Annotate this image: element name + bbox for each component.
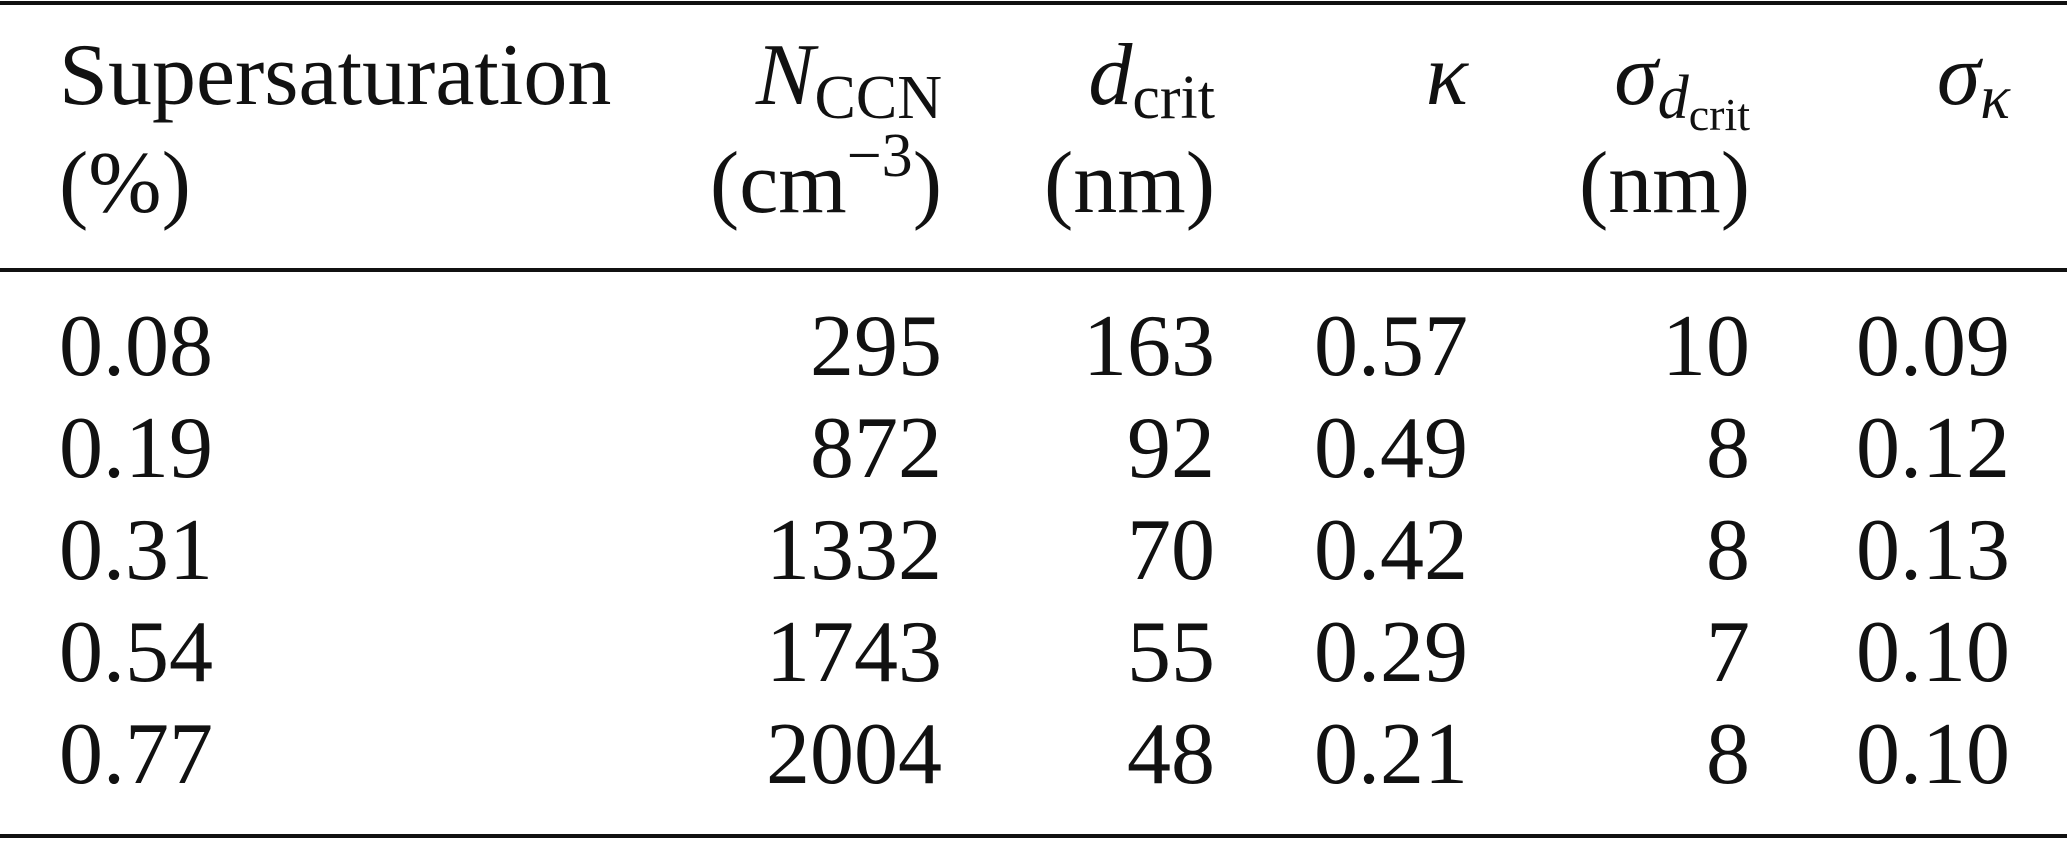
header-cell: κ bbox=[1426, 27, 1470, 124]
cell: 10 bbox=[1662, 298, 1750, 395]
cell: 8 bbox=[1706, 502, 1750, 599]
cell: 0.10 bbox=[1856, 706, 2010, 803]
cell: 0.09 bbox=[1856, 298, 2010, 395]
cell: 0.42 bbox=[1314, 502, 1468, 599]
cell: 0.29 bbox=[1314, 604, 1468, 701]
cell: 0.77 bbox=[59, 706, 213, 803]
cell: 1332 bbox=[766, 502, 942, 599]
cell: 1743 bbox=[766, 604, 942, 701]
cell: 0.10 bbox=[1856, 604, 2010, 701]
unit: (cm bbox=[710, 135, 847, 232]
header-unit: (cm−3) bbox=[710, 122, 942, 232]
subscript: d bbox=[1658, 64, 1690, 132]
subscript: κ bbox=[1980, 64, 2011, 132]
symbol: d bbox=[1088, 27, 1133, 124]
cell: 8 bbox=[1706, 400, 1750, 497]
cell: 7 bbox=[1706, 604, 1750, 701]
cell: 872 bbox=[810, 400, 942, 497]
cell: 0.31 bbox=[59, 502, 213, 599]
cell: 70 bbox=[1127, 502, 1215, 599]
cell: 92 bbox=[1127, 400, 1215, 497]
cell: 0.49 bbox=[1314, 400, 1468, 497]
subscript: crit bbox=[1132, 64, 1215, 132]
subsubscript: crit bbox=[1689, 89, 1751, 140]
header-cell: σdcrit bbox=[1614, 27, 1750, 140]
cell: 0.19 bbox=[59, 400, 213, 497]
cell: 0.08 bbox=[59, 298, 213, 395]
cell: 0.13 bbox=[1856, 502, 2010, 599]
subscript: CCN bbox=[815, 64, 942, 132]
cell: 55 bbox=[1127, 604, 1215, 701]
cell: 0.12 bbox=[1856, 400, 2010, 497]
cell: 0.21 bbox=[1314, 706, 1468, 803]
header-cell: NCCN bbox=[755, 27, 942, 132]
unit: ) bbox=[913, 135, 942, 232]
cell: 163 bbox=[1083, 298, 1215, 395]
header-unit: (nm) bbox=[1044, 135, 1215, 232]
symbol: N bbox=[755, 27, 819, 124]
superscript: −3 bbox=[847, 122, 913, 190]
cell: 295 bbox=[810, 298, 942, 395]
symbol: σ bbox=[1614, 27, 1661, 124]
cell: 0.54 bbox=[59, 604, 213, 701]
cell: 0.57 bbox=[1314, 298, 1468, 395]
header-cell: σκ bbox=[1937, 27, 2011, 132]
header-unit: (%) bbox=[59, 135, 191, 232]
header-cell: dcrit bbox=[1088, 27, 1215, 132]
header-unit: (nm) bbox=[1579, 135, 1750, 232]
cell: 48 bbox=[1127, 706, 1215, 803]
cell: 8 bbox=[1706, 706, 1750, 803]
symbol: σ bbox=[1937, 27, 1984, 124]
cell: 2004 bbox=[766, 706, 942, 803]
header-cell: Supersaturation bbox=[59, 27, 611, 124]
